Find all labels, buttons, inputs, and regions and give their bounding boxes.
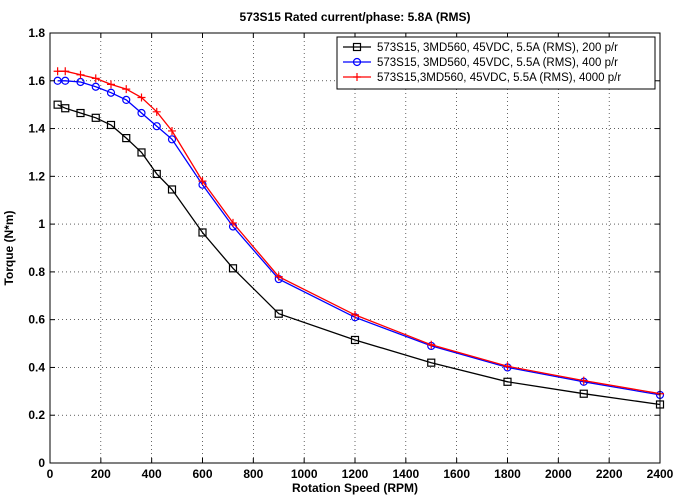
x-tick-label: 1000 (291, 467, 318, 481)
data-point (61, 76, 70, 85)
data-point (61, 67, 70, 76)
legend-box (336, 36, 656, 90)
y-tick-label: 1.6 (28, 74, 45, 88)
y-tick-label: 0.8 (28, 265, 45, 279)
series-1 (53, 100, 665, 409)
legend: 573S15, 3MD560, 45VDC, 5.5A (RMS), 200 p… (336, 36, 656, 90)
y-tick-label: 1.8 (28, 26, 45, 40)
data-point (152, 122, 161, 131)
data-point (76, 70, 85, 79)
data-point (168, 126, 176, 135)
legend-item: 573S15,3MD560, 45VDC, 5.5A (RMS), 4000 p… (343, 72, 621, 84)
data-point (61, 104, 70, 113)
data-point (351, 310, 359, 319)
series-line (57, 80, 661, 396)
x-tick-label: 200 (91, 467, 111, 481)
y-tick-label: 0.4 (28, 360, 45, 374)
data-point (274, 272, 283, 281)
legend-marker (352, 57, 362, 67)
x-tick-label: 1400 (392, 467, 419, 481)
x-tick-label: 2200 (596, 467, 623, 481)
data-point (228, 264, 238, 273)
y-tick-label: 1 (38, 217, 45, 231)
x-tick-label: 2000 (545, 467, 572, 481)
data-point (107, 80, 115, 89)
data-point (579, 376, 588, 385)
series-2 (53, 76, 665, 400)
axis-ticks: 0 200 400 600 800 1000 1200 1400 1600 1800 2000 220… (28, 26, 673, 481)
data-point (106, 88, 116, 97)
x-axis-label: Rotation Speed (RPM) (292, 481, 418, 495)
data-point (152, 169, 161, 179)
legend-label: 573S15,3MD560, 45VDC, 5.5A (RMS), 4000 p… (377, 72, 621, 84)
y-tick-label: 0.6 (28, 313, 45, 327)
data-point (122, 134, 131, 143)
data-point (91, 113, 100, 122)
y-axis-label: Torque (N*m) (2, 210, 16, 285)
y-tick-label: 1.2 (28, 169, 45, 183)
data-point (427, 340, 436, 349)
data-point (53, 100, 62, 109)
x-tick-label: 1800 (494, 467, 521, 481)
legend-item: 573S15, 3MD560, 45VDC, 5.5A (RMS), 200 p… (343, 42, 618, 54)
legend-marker (353, 73, 361, 81)
plot-series (53, 67, 665, 409)
data-point (91, 74, 100, 83)
x-tick-label: 1200 (342, 467, 369, 481)
legend-label: 573S15, 3MD560, 45VDC, 5.5A (RMS), 200 p… (377, 42, 618, 54)
y-tick-label: 0.2 (28, 408, 45, 422)
x-tick-label: 1600 (443, 467, 470, 481)
data-point (122, 95, 131, 104)
data-point (137, 93, 146, 102)
data-point (167, 185, 177, 194)
y-tick-label: 0 (38, 456, 45, 470)
data-point (53, 67, 62, 76)
data-point (350, 335, 360, 345)
data-point (198, 228, 207, 237)
data-point (229, 218, 237, 227)
y-tick-label: 1.4 (28, 122, 45, 136)
data-point (76, 108, 85, 118)
data-point (152, 107, 161, 116)
x-tick-label: 0 (47, 467, 54, 481)
data-point (122, 85, 131, 94)
series-line (57, 104, 661, 406)
series-line (57, 70, 661, 395)
data-point (579, 389, 588, 398)
data-point (427, 358, 436, 367)
legend-item: 573S15, 3MD560, 45VDC, 5.5A (RMS), 400 p… (343, 57, 618, 69)
legend-marker (352, 42, 362, 52)
data-point (91, 82, 100, 91)
data-point (274, 309, 283, 318)
chart-title: 573S15 Rated current/phase: 5.8A (RMS) (240, 10, 471, 24)
x-tick-label: 800 (243, 467, 263, 481)
legend-label: 573S15, 3MD560, 45VDC, 5.5A (RMS), 400 p… (377, 57, 618, 69)
x-tick-label: 400 (142, 467, 162, 481)
data-point (503, 377, 512, 386)
data-point (198, 177, 207, 186)
x-tick-label: 600 (192, 467, 212, 481)
x-tick-label: 2400 (647, 467, 674, 481)
data-point (137, 108, 146, 118)
data-point (106, 120, 116, 130)
data-point (503, 362, 512, 371)
data-point (137, 148, 146, 157)
data-point (167, 135, 177, 144)
